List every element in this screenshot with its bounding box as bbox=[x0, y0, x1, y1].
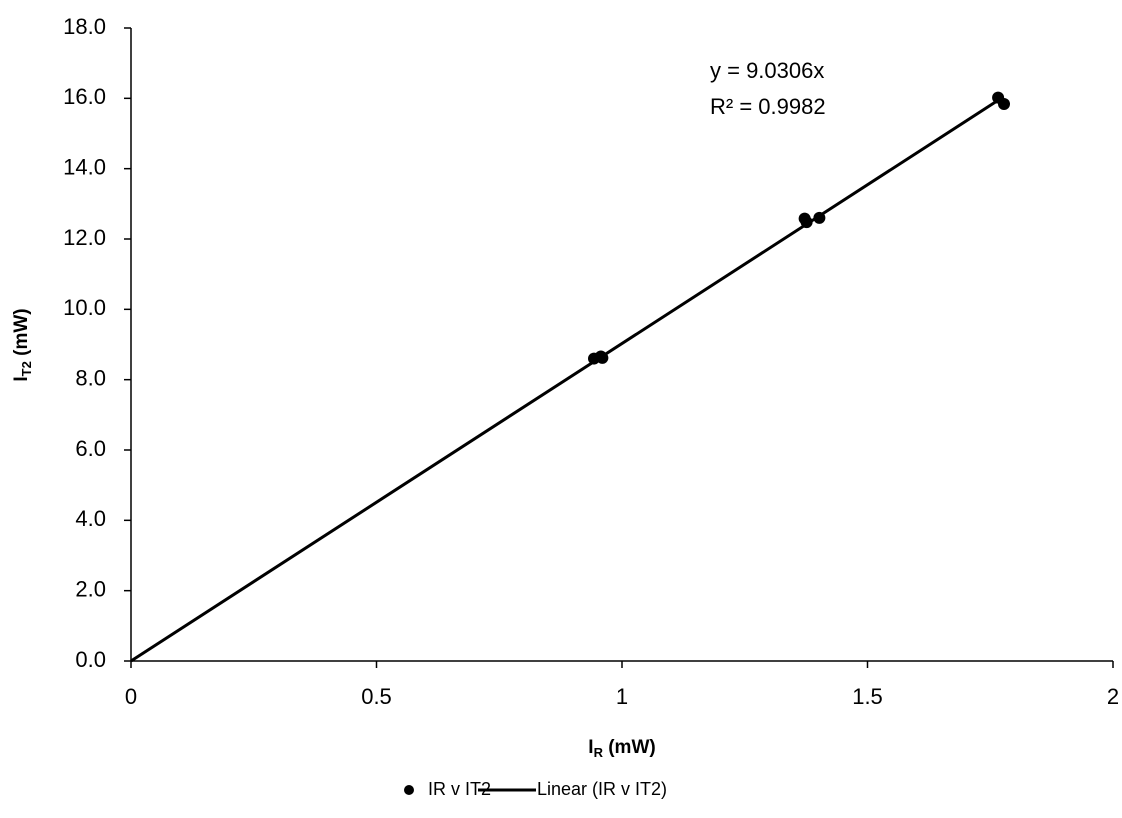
x-tick-label: 2 bbox=[1107, 684, 1119, 709]
x-tick-label: 0 bbox=[125, 684, 137, 709]
y-label-rest: (mW) bbox=[11, 308, 32, 361]
x-tick-label: 1 bbox=[616, 684, 628, 709]
legend-label: Linear (IR v IT2) bbox=[537, 779, 667, 799]
legend-label: IR v IT2 bbox=[428, 779, 491, 799]
trendline bbox=[130, 97, 1001, 663]
y-tick-label: 4.0 bbox=[75, 506, 106, 531]
y-tick-label: 18.0 bbox=[63, 14, 106, 39]
y-axis-label: IT2 (mW) bbox=[11, 308, 34, 381]
y-tick-label: 10.0 bbox=[63, 295, 106, 320]
x-tick-label: 1.5 bbox=[852, 684, 883, 709]
y-tick-label: 0.0 bbox=[75, 647, 106, 672]
equation: y = 9.0306x bbox=[710, 58, 824, 83]
x-tick-label: 0.5 bbox=[361, 684, 392, 709]
y-tick-label: 14.0 bbox=[63, 154, 106, 179]
y-label-sub: T2 bbox=[19, 361, 34, 376]
y-label-main: I bbox=[11, 376, 32, 381]
legend-marker bbox=[404, 785, 414, 795]
y-tick-label: 16.0 bbox=[63, 84, 106, 109]
data-point bbox=[997, 97, 1010, 110]
x-label-rest: (mW) bbox=[603, 737, 656, 758]
x-label-main: I bbox=[588, 737, 593, 758]
r-squared: R² = 0.9982 bbox=[710, 94, 826, 119]
x-label-sub: R bbox=[594, 745, 604, 760]
y-tick-label: 12.0 bbox=[63, 225, 106, 250]
x-axis-label: IR (mW) bbox=[588, 737, 655, 760]
y-tick-label: 8.0 bbox=[75, 365, 106, 390]
y-tick-label: 2.0 bbox=[75, 576, 106, 601]
y-tick-label: 6.0 bbox=[75, 436, 106, 461]
